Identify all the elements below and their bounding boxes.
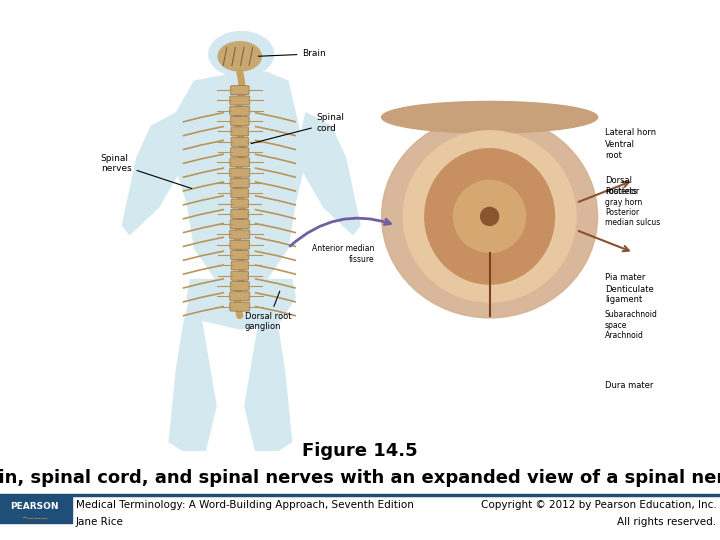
- Ellipse shape: [481, 207, 498, 226]
- Ellipse shape: [218, 42, 261, 71]
- FancyBboxPatch shape: [230, 240, 250, 249]
- Ellipse shape: [382, 102, 598, 133]
- FancyBboxPatch shape: [230, 302, 250, 311]
- Text: Dorsal root
ganglion: Dorsal root ganglion: [245, 291, 292, 331]
- Text: Subarachnoid
space
Arachnoid: Subarachnoid space Arachnoid: [605, 310, 657, 340]
- FancyBboxPatch shape: [231, 127, 248, 136]
- FancyBboxPatch shape: [0, 0, 720, 451]
- Text: Anterior median
fissure: Anterior median fissure: [312, 244, 374, 264]
- FancyBboxPatch shape: [0, 496, 72, 523]
- Ellipse shape: [403, 131, 576, 302]
- Text: Pia mater: Pia mater: [605, 273, 645, 281]
- Ellipse shape: [454, 180, 526, 253]
- FancyBboxPatch shape: [230, 158, 250, 167]
- Text: Spinal
cord: Spinal cord: [251, 113, 345, 144]
- FancyBboxPatch shape: [230, 292, 250, 301]
- FancyBboxPatch shape: [230, 86, 249, 94]
- Polygon shape: [295, 113, 360, 234]
- FancyBboxPatch shape: [230, 96, 250, 105]
- Ellipse shape: [209, 31, 274, 77]
- FancyBboxPatch shape: [230, 281, 249, 291]
- Text: Denticulate
ligament: Denticulate ligament: [605, 285, 654, 304]
- FancyBboxPatch shape: [230, 168, 250, 177]
- Text: Brain, spinal cord, and spinal nerves with an expanded view of a spinal nerve.: Brain, spinal cord, and spinal nerves wi…: [0, 469, 720, 487]
- Polygon shape: [169, 280, 216, 451]
- Text: Jane Rice: Jane Rice: [76, 517, 123, 526]
- FancyBboxPatch shape: [231, 199, 248, 208]
- Text: Copyright © 2012 by Pearson Education, Inc.: Copyright © 2012 by Pearson Education, I…: [481, 500, 716, 510]
- Ellipse shape: [382, 115, 598, 318]
- FancyBboxPatch shape: [231, 189, 248, 198]
- Text: Brain: Brain: [258, 49, 326, 58]
- FancyBboxPatch shape: [231, 271, 248, 280]
- FancyBboxPatch shape: [230, 251, 249, 260]
- FancyBboxPatch shape: [230, 220, 249, 228]
- FancyBboxPatch shape: [231, 261, 248, 270]
- FancyBboxPatch shape: [230, 117, 249, 126]
- Text: Lateral horn: Lateral horn: [605, 129, 656, 137]
- Text: ~———: ~———: [21, 516, 48, 522]
- FancyBboxPatch shape: [230, 178, 249, 187]
- Text: Posterior
gray horn
Posterior
median sulcus: Posterior gray horn Posterior median sul…: [605, 187, 660, 227]
- Polygon shape: [187, 280, 295, 329]
- FancyBboxPatch shape: [231, 137, 248, 146]
- Text: Spinal
nerves: Spinal nerves: [101, 154, 192, 188]
- Polygon shape: [173, 72, 306, 288]
- Text: Medical Terminology: A Word-Building Approach, Seventh Edition: Medical Terminology: A Word-Building App…: [76, 500, 413, 510]
- Ellipse shape: [425, 149, 554, 284]
- Polygon shape: [245, 280, 292, 451]
- Text: Ventral
root: Ventral root: [605, 140, 635, 160]
- Text: Figure 14.5: Figure 14.5: [302, 442, 418, 460]
- FancyBboxPatch shape: [230, 230, 250, 239]
- Text: Dorsal
rootlets: Dorsal rootlets: [605, 177, 637, 196]
- FancyBboxPatch shape: [231, 210, 248, 218]
- Text: Dura mater: Dura mater: [605, 381, 653, 390]
- FancyBboxPatch shape: [230, 147, 249, 157]
- Polygon shape: [122, 113, 187, 234]
- Text: PEARSON: PEARSON: [10, 502, 59, 511]
- FancyBboxPatch shape: [230, 106, 250, 116]
- Text: All rights reserved.: All rights reserved.: [617, 517, 716, 526]
